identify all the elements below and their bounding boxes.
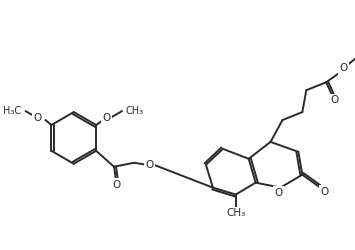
Text: O: O (339, 63, 347, 73)
Text: CH₃: CH₃ (226, 208, 245, 218)
Text: H₃C: H₃C (4, 106, 22, 116)
Text: O: O (146, 160, 154, 170)
Text: O: O (320, 186, 328, 196)
Text: O: O (330, 95, 338, 105)
Text: O: O (33, 113, 42, 123)
Text: CH₃: CH₃ (126, 106, 144, 116)
Text: O: O (102, 113, 110, 123)
Text: O: O (112, 180, 120, 190)
Text: O: O (274, 188, 283, 198)
